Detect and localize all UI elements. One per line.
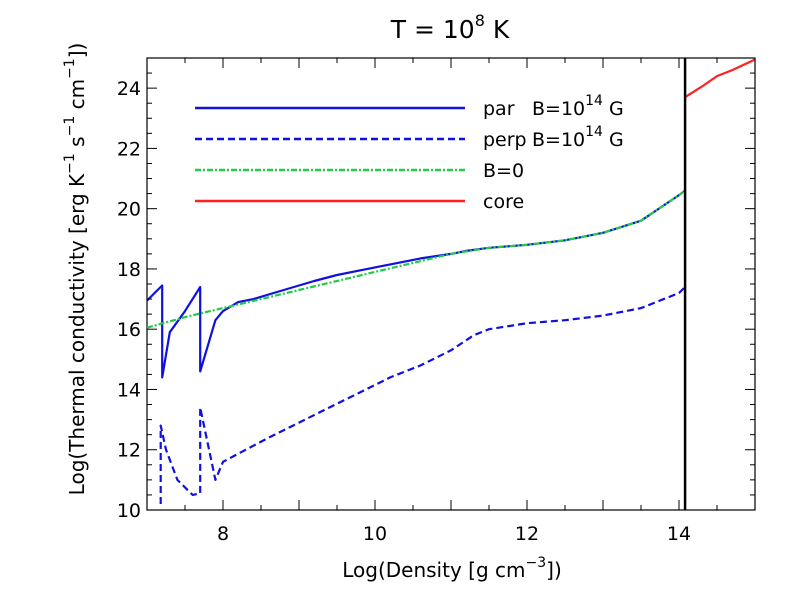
y-tick-label: 24: [117, 78, 141, 100]
series-line-core: [684, 58, 756, 99]
x-tick-label: 12: [515, 523, 539, 545]
y-tick-label: 20: [117, 199, 141, 221]
series-layer: [146, 58, 756, 510]
y-tick-label: 22: [117, 138, 141, 160]
ticks-layer: 8 10 12 14 10 12 14 16 18 20 22 24: [117, 57, 756, 545]
x-tick-label: 14: [667, 523, 691, 545]
series-line-b-0: [146, 189, 686, 329]
series-line-perp: [159, 286, 686, 504]
series-line-par: [146, 189, 686, 379]
legend: par B=1014 G perp B=1014 G B=0 core: [195, 93, 624, 213]
legend-label-perp: perp B=1014 G: [483, 124, 624, 151]
chart-title: T = 108 K: [390, 11, 510, 44]
y-axis-title: Log(Thermal conductivity [erg K−1 s−1 cm…: [62, 43, 89, 496]
legend-label-par: par B=1014 G: [483, 93, 624, 120]
y-tick-label: 12: [117, 440, 141, 462]
y-tick-label: 18: [117, 259, 141, 281]
x-axis-title: Log(Density [g cm−3]): [342, 555, 562, 582]
legend-label-b-0: B=0: [483, 160, 524, 182]
y-tick-label: 16: [117, 319, 141, 341]
y-tick-label: 14: [117, 379, 141, 401]
x-tick-label: 10: [363, 523, 387, 545]
legend-label-core: core: [483, 191, 524, 213]
x-tick-label: 8: [217, 523, 229, 545]
y-tick-label: 10: [117, 500, 141, 522]
